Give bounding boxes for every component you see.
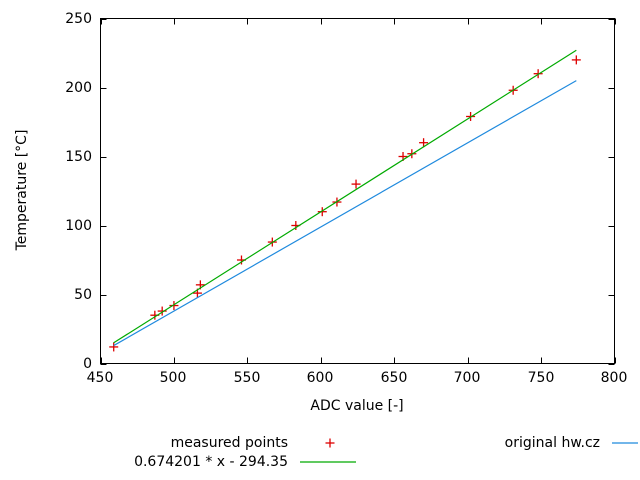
series-2 — [113, 80, 577, 347]
data-point-marker — [157, 306, 167, 316]
data-point-marker — [317, 207, 327, 217]
data-point-marker — [169, 301, 179, 311]
y-tick-label-250: 250 — [65, 11, 92, 27]
y-tick-label-150: 150 — [65, 149, 92, 165]
x-axis-label: ADC value [-] — [310, 398, 403, 414]
y-tick-label-200: 200 — [65, 80, 92, 96]
plot-frame — [100, 18, 615, 364]
x-tick-label-750: 750 — [528, 370, 555, 386]
data-point-marker — [351, 179, 361, 189]
legend-label-original-hwcz: original hw.cz — [505, 435, 600, 451]
axis-ticks — [100, 18, 616, 365]
data-point-marker — [109, 342, 119, 352]
x-tick-label-550: 550 — [234, 370, 261, 386]
y-axis-tick-labels: 0 50 100 150 200 250 — [65, 11, 92, 372]
data-point-marker — [325, 438, 335, 448]
x-tick-label-500: 500 — [160, 370, 187, 386]
y-axis-label: Temperature [°C] — [14, 130, 30, 252]
legend-entry-original-hwcz[interactable]: original hw.cz — [505, 435, 638, 451]
legend-symbol-plus-icon — [325, 438, 335, 448]
legend-label-fit-equation: 0.674201 * x - 294.35 — [134, 454, 288, 470]
x-tick-label-650: 650 — [381, 370, 408, 386]
y-tick-label-100: 100 — [65, 218, 92, 234]
series-1 — [113, 49, 577, 344]
x-tick-label-600: 600 — [307, 370, 334, 386]
x-tick-label-700: 700 — [454, 370, 481, 386]
plot-series-group — [109, 49, 581, 352]
y-tick-label-50: 50 — [74, 287, 92, 303]
legend-entry-measured-points[interactable]: measured points — [171, 435, 335, 451]
x-tick-label-450: 450 — [87, 370, 114, 386]
legend: measured points original hw.cz 0.674201 … — [134, 435, 638, 470]
y-tick-label-0: 0 — [83, 356, 92, 372]
legend-entry-fit-equation[interactable]: 0.674201 * x - 294.35 — [134, 454, 356, 470]
data-point-marker — [419, 138, 429, 148]
series-0 — [109, 55, 581, 352]
x-tick-label-800: 800 — [601, 370, 628, 386]
x-axis-tick-labels: 450 500 550 600 650 700 750 800 — [87, 370, 628, 386]
data-point-marker — [571, 55, 581, 65]
legend-label-measured-points: measured points — [171, 435, 288, 451]
